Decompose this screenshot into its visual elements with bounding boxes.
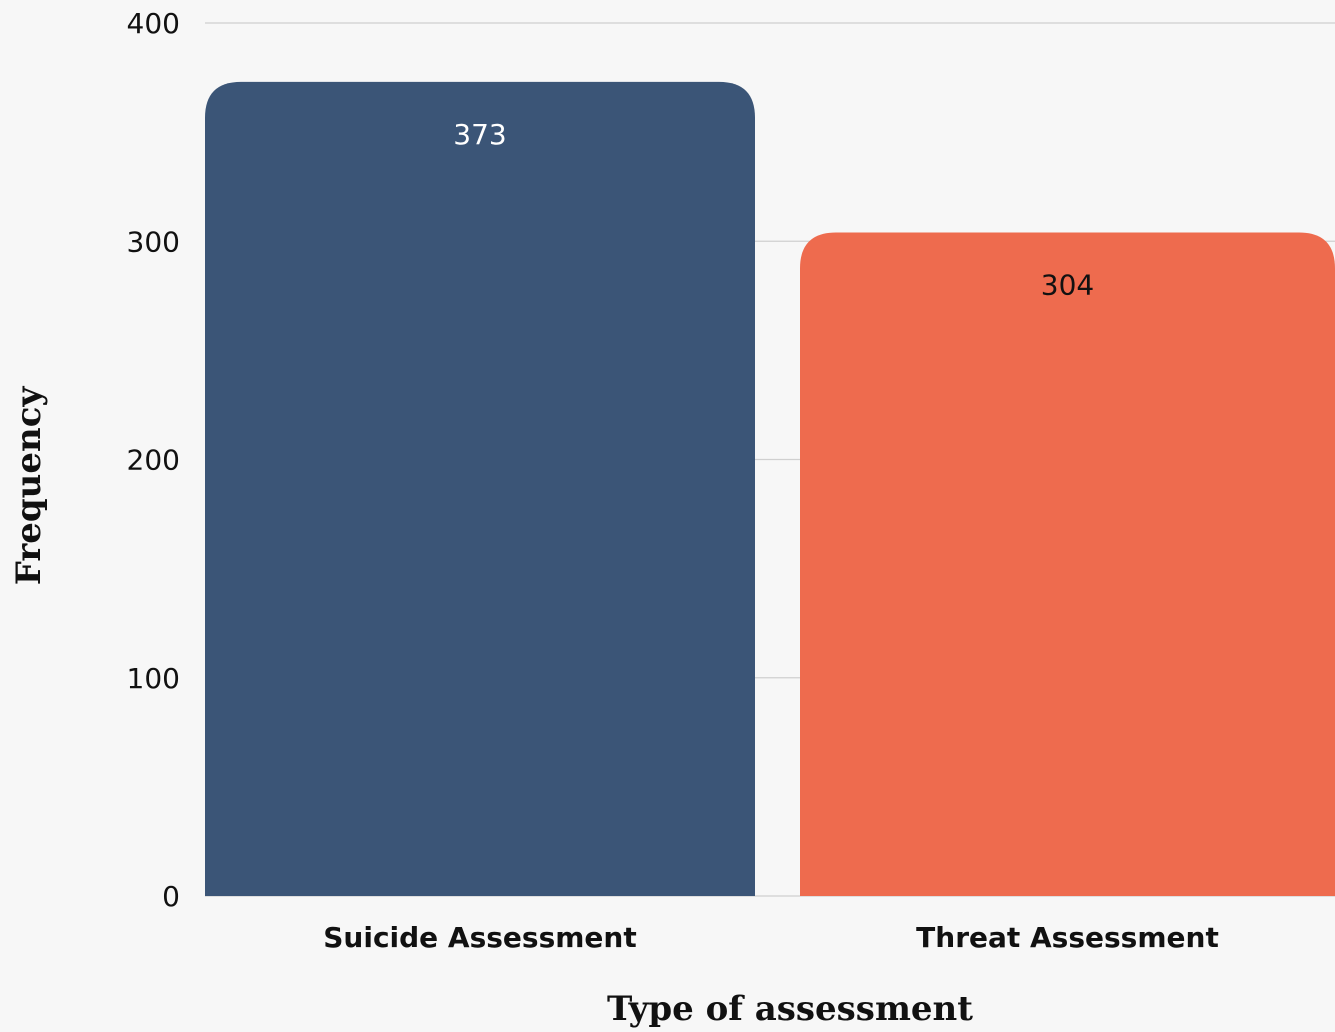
x-category-label: Threat Assessment	[916, 921, 1219, 954]
x-axis-title: Type of assessment	[607, 989, 973, 1029]
y-tick-label: 100	[127, 662, 180, 695]
y-tick-label: 300	[127, 225, 180, 258]
bar-suicide-assessment	[205, 81, 755, 897]
data-label: 373	[453, 118, 506, 151]
y-axis-ticks: 0 100 200 300 400	[127, 7, 180, 913]
y-tick-label: 0	[162, 880, 180, 913]
y-tick-label: 400	[127, 7, 180, 40]
data-label: 304	[1041, 269, 1094, 302]
y-tick-label: 200	[127, 444, 180, 477]
bars: 373 304	[205, 81, 1335, 897]
bar-threat-assessment	[800, 232, 1335, 896]
y-axis-title: Frequency	[9, 386, 49, 586]
x-axis-categories: Suicide Assessment Threat Assessment	[323, 921, 1219, 954]
x-category-label: Suicide Assessment	[323, 921, 636, 954]
